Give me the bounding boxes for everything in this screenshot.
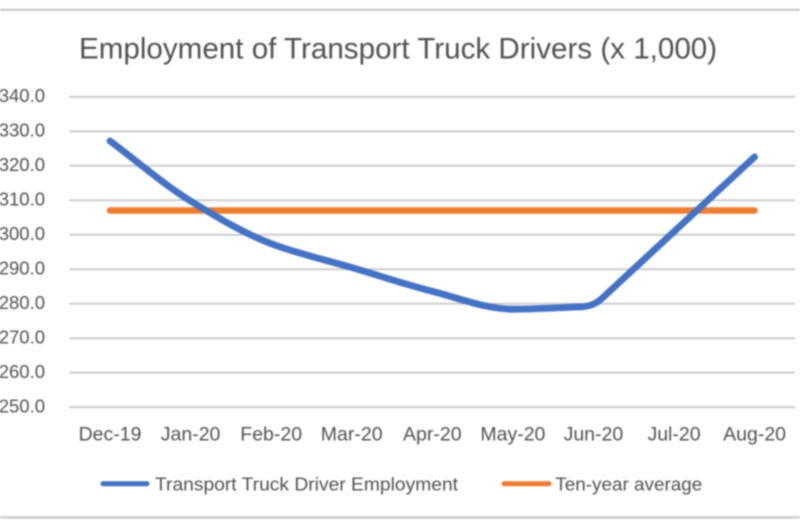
svg-text:300.0: 300.0 xyxy=(0,223,45,244)
svg-text:250.0: 250.0 xyxy=(0,395,45,416)
svg-text:Jun-20: Jun-20 xyxy=(564,424,624,446)
svg-text:290.0: 290.0 xyxy=(0,257,45,278)
svg-text:310.0: 310.0 xyxy=(0,189,45,210)
svg-text:May-20: May-20 xyxy=(480,424,545,446)
svg-text:270.0: 270.0 xyxy=(0,326,45,347)
svg-text:Jan-20: Jan-20 xyxy=(161,424,221,446)
svg-text:Apr-20: Apr-20 xyxy=(403,424,462,446)
svg-text:Dec-19: Dec-19 xyxy=(79,424,142,446)
svg-text:Mar-20: Mar-20 xyxy=(321,424,383,446)
svg-text:Feb-20: Feb-20 xyxy=(240,424,302,446)
svg-text:Jul-20: Jul-20 xyxy=(647,424,700,446)
svg-text:Ten-year average: Ten-year average xyxy=(555,474,702,495)
svg-text:Employment of Transport Truck: Employment of Transport Truck Drivers (x… xyxy=(79,33,717,66)
svg-text:330.0: 330.0 xyxy=(0,120,45,141)
svg-text:Aug-20: Aug-20 xyxy=(723,424,786,446)
svg-text:260.0: 260.0 xyxy=(0,361,45,382)
svg-text:320.0: 320.0 xyxy=(0,154,45,175)
svg-text:340.0: 340.0 xyxy=(0,85,45,106)
svg-text:Transport Truck Driver Employm: Transport Truck Driver Employment xyxy=(155,474,458,495)
svg-text:280.0: 280.0 xyxy=(0,292,45,313)
